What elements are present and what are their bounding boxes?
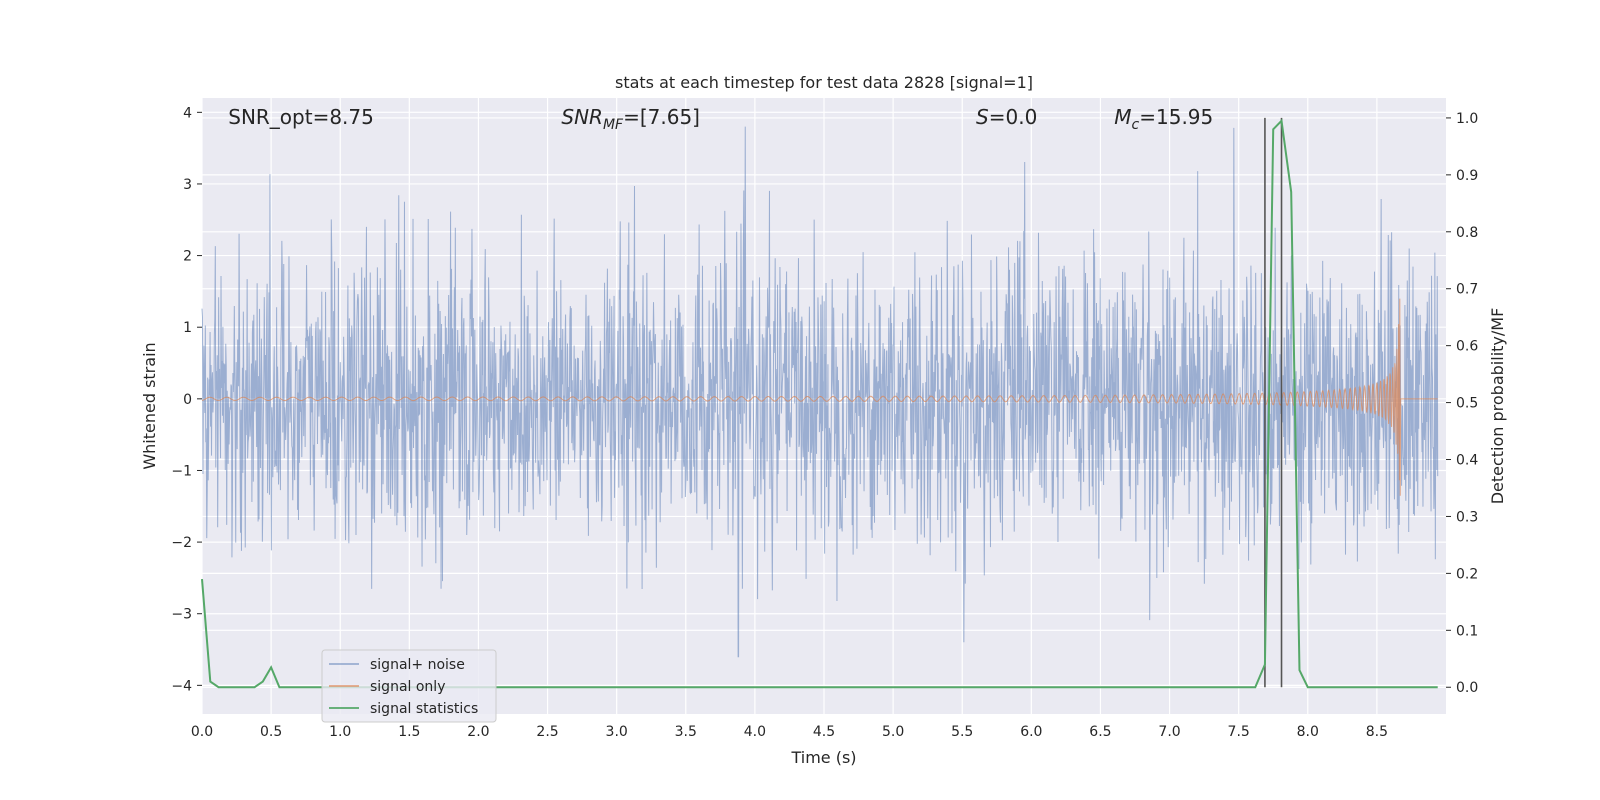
x-tick-label: 0.5	[260, 724, 282, 740]
series-signal-plus-noise	[201, 126, 1439, 658]
legend-label-signal-statistics: signal statistics	[370, 701, 478, 717]
y-right-tick-label: 0.8	[1456, 225, 1478, 241]
x-tick-label: 4.5	[813, 724, 835, 740]
legend: signal+ noise signal only signal statist…	[321, 649, 497, 723]
x-tick-label: 3.0	[606, 724, 628, 740]
y-tick-label: 3	[183, 177, 192, 193]
y-right-tick-label: 0.9	[1456, 168, 1478, 184]
legend-label-signal-only: signal only	[370, 679, 445, 695]
x-tick-label: 2.0	[467, 724, 489, 740]
y-right-tick-label: 0.5	[1456, 396, 1478, 412]
x-axis-ticks: 0.0 0.5 1.0 1.5 2.0 2.5 3.0 3.5 4.0 4.5 5.0 5.5 6.0 6…	[191, 724, 1388, 740]
x-tick-label: 7.5	[1228, 724, 1250, 740]
y-right-tick-label: 0.0	[1456, 680, 1478, 696]
y-right-tick-label: 0.7	[1456, 282, 1478, 298]
series-signal-statistics	[201, 118, 1438, 689]
y-tick-label: 4	[183, 105, 192, 121]
x-tick-label: 7.0	[1158, 724, 1180, 740]
x-tick-label: 6.5	[1089, 724, 1111, 740]
x-tick-label: 4.0	[744, 724, 766, 740]
y-tick-label: 0	[183, 392, 192, 408]
y-right-tick-label: 0.1	[1456, 623, 1478, 639]
y-axis-right-label: Detection probability/MF	[1488, 308, 1507, 505]
y-right-tick-label: 1.0	[1456, 111, 1478, 127]
y-right-tick-label: 0.3	[1456, 509, 1478, 525]
merger-markers	[1264, 117, 1283, 688]
x-tick-label: 8.5	[1366, 724, 1388, 740]
series-signal-only	[201, 298, 1438, 496]
chart-title: stats at each timestep for test data 282…	[615, 73, 1033, 92]
y-axis-right-ticks: 0.0 0.1 0.2 0.3 0.4 0.5 0.6 0.7 0.8 0.9 1.0	[1446, 111, 1478, 696]
y-axis-ticks: −4 −3 −2 −1 0 1 2 3 4	[171, 105, 202, 694]
annotation-1: SNRMF=[7.65]	[561, 105, 700, 133]
signal-plus-noise-line	[201, 126, 1439, 658]
y-right-tick-label: 0.4	[1456, 453, 1478, 469]
y-tick-label: −4	[171, 678, 192, 694]
x-tick-label: 2.5	[536, 724, 558, 740]
x-tick-label: 0.0	[191, 724, 213, 740]
x-tick-label: 1.0	[329, 724, 351, 740]
x-tick-label: 5.0	[882, 724, 904, 740]
y-tick-label: −2	[171, 535, 192, 551]
x-tick-label: 8.0	[1297, 724, 1319, 740]
annotation-0: SNR_opt=8.75	[228, 105, 374, 129]
y-tick-label: −1	[171, 463, 192, 479]
x-axis-label: Time (s)	[790, 748, 856, 767]
x-tick-label: 1.5	[398, 724, 420, 740]
annotation-3: Mc=15.95	[1114, 105, 1213, 133]
legend-box	[321, 649, 497, 723]
annotations: SNR_opt=8.75 SNRMF=[7.65] S=0.0 Mc=15.95	[228, 105, 1213, 133]
signal-statistics-line	[201, 118, 1438, 689]
y-tick-label: 2	[183, 249, 192, 265]
y-right-tick-label: 0.2	[1456, 566, 1478, 582]
y-tick-label: −3	[171, 607, 192, 623]
x-tick-label: 5.5	[951, 724, 973, 740]
x-tick-label: 3.5	[675, 724, 697, 740]
annotation-2: S=0.0	[976, 105, 1037, 129]
y-axis-label: Whitened strain	[140, 342, 159, 469]
y-right-tick-label: 0.6	[1456, 339, 1478, 355]
legend-label-signal-plus-noise: signal+ noise	[370, 657, 465, 673]
y-tick-label: 1	[183, 320, 192, 336]
x-tick-label: 6.0	[1020, 724, 1042, 740]
signal-only-line	[201, 298, 1438, 496]
